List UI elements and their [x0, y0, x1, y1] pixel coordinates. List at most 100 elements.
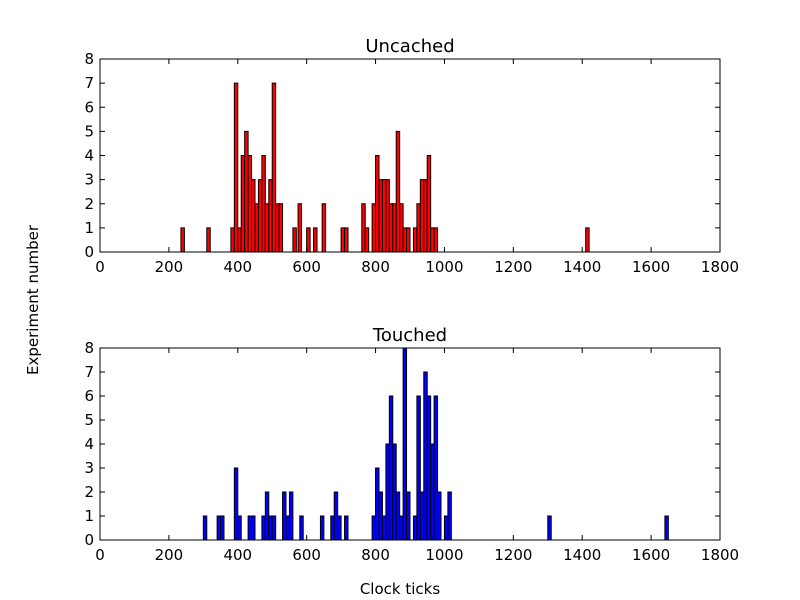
uncached-bar	[180, 227, 185, 253]
uncached-bar	[371, 203, 377, 253]
touched-panel: 0 200 400 600 800 1000 1200 1400 1600 1800 0 1 2 3 4 5 6…	[84, 325, 739, 564]
uncached-bar	[395, 130, 401, 253]
touched-bar	[371, 515, 377, 541]
uncached-bar	[392, 203, 397, 253]
uncached-bar	[426, 155, 432, 253]
touched-x-tick-label: 1800	[701, 546, 739, 564]
uncached-bar	[361, 203, 366, 253]
touched-y-tick-label: 8	[84, 339, 94, 357]
touched-bar	[247, 515, 253, 541]
touched-bar	[423, 371, 428, 541]
touched-bar	[378, 491, 383, 541]
uncached-bar	[375, 155, 380, 253]
uncached-bar	[433, 227, 439, 253]
touched-title: Touched	[372, 325, 447, 346]
uncached-y-tick-label: 0	[84, 243, 94, 261]
touched-bar	[416, 395, 421, 541]
uncached-x-tick-label: 1000	[425, 258, 463, 276]
touched-bar	[547, 515, 552, 541]
uncached-bar	[388, 203, 394, 253]
touched-bar	[288, 491, 294, 541]
touched-bar	[385, 443, 390, 541]
uncached-x-tick-label: 1600	[632, 258, 670, 276]
uncached-bar	[321, 203, 327, 253]
uncached-y-tick-label: 3	[84, 171, 94, 189]
uncached-bar	[416, 203, 421, 253]
touched-bar	[337, 515, 342, 541]
uncached-bar	[268, 179, 273, 253]
touched-y-tick-label: 7	[84, 363, 94, 381]
uncached-x-tick-label: 400	[223, 258, 252, 276]
touched-bar	[412, 515, 418, 541]
touched-bar	[299, 515, 304, 541]
uncached-y-tick-label: 6	[84, 98, 94, 116]
touched-y-tick-label: 0	[84, 531, 94, 549]
touched-bar	[399, 515, 404, 541]
touched-x-tick-label: 0	[95, 546, 105, 564]
uncached-y-tick-label: 8	[84, 50, 94, 68]
uncached-bar	[257, 179, 263, 253]
uncached-bar	[381, 179, 387, 253]
uncached-bar	[240, 155, 246, 253]
touched-bar	[319, 515, 325, 541]
uncached-axes-frame	[99, 58, 721, 253]
touched-bar	[237, 515, 242, 541]
touched-bar	[433, 395, 439, 541]
uncached-y-tick-label: 2	[84, 195, 94, 213]
touched-bar	[664, 515, 669, 541]
uncached-bar	[264, 203, 270, 253]
uncached-bar	[254, 203, 259, 253]
touched-bar	[233, 467, 239, 541]
uncached-bar	[364, 227, 370, 253]
touched-x-tick-label: 1200	[494, 546, 532, 564]
uncached-x-tick-label: 1800	[701, 258, 739, 276]
uncached-panel: 0 200 400 600 800 1000 1200 1400 1600 1800 0 1 2 3 4 5 6…	[84, 36, 739, 276]
touched-bar	[271, 515, 277, 541]
y-axis-label: Experiment number	[24, 224, 42, 375]
uncached-bar	[412, 227, 418, 253]
touched-bar	[268, 515, 273, 541]
uncached-bar	[585, 227, 590, 253]
uncached-bar	[247, 155, 253, 253]
touched-bar	[344, 515, 349, 541]
uncached-bar	[206, 227, 211, 253]
uncached-bar	[430, 227, 435, 253]
uncached-y-tick-label: 1	[84, 219, 94, 237]
touched-x-tick-label: 800	[361, 546, 390, 564]
uncached-bar	[378, 179, 383, 253]
touched-bar	[216, 515, 222, 541]
touched-y-tick-label: 5	[84, 411, 94, 429]
uncached-bar	[340, 227, 346, 253]
uncached-x-tick-label: 800	[361, 258, 390, 276]
touched-y-tick-label: 3	[84, 459, 94, 477]
touched-x-tick-label: 1400	[563, 546, 601, 564]
uncached-y-tick-label: 4	[84, 147, 94, 165]
uncached-bar	[399, 203, 404, 253]
touched-bar	[395, 491, 401, 541]
touched-bar	[330, 515, 335, 541]
touched-bar	[202, 515, 208, 541]
uncached-y-tick-label: 5	[84, 122, 94, 140]
touched-y-tick-label: 6	[84, 387, 94, 405]
uncached-x-tick-label: 0	[95, 258, 105, 276]
uncached-bar	[261, 155, 266, 253]
touched-bar	[406, 491, 411, 541]
uncached-y-tick-label: 7	[84, 74, 94, 92]
uncached-bar	[230, 227, 235, 253]
touched-bar	[333, 491, 339, 541]
touched-x-tick-label: 600	[292, 546, 321, 564]
touched-x-tick-label: 1600	[632, 546, 670, 564]
touched-bar	[392, 443, 397, 541]
touched-bar	[447, 491, 452, 541]
touched-x-tick-label: 200	[155, 546, 184, 564]
uncached-bar	[385, 179, 390, 253]
uncached-bar	[233, 82, 239, 253]
uncached-title: Uncached	[365, 36, 454, 57]
uncached-bar	[278, 203, 284, 253]
uncached-bar	[244, 130, 249, 253]
uncached-bar	[313, 227, 318, 253]
touched-bar	[251, 515, 256, 541]
uncached-bar	[406, 227, 411, 253]
touched-x-tick-label: 400	[223, 546, 252, 564]
